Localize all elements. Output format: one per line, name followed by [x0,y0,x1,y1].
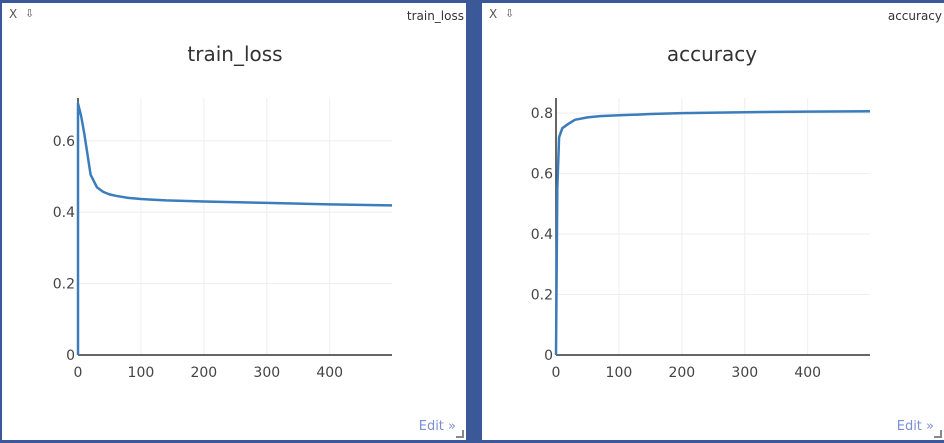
series-line [76,102,393,355]
chart-title: train_loss [187,42,282,66]
accuracy-pane: X ⇩ accuracy accuracy 0 100 200 300 400 0 0.2 0.… [482,3,944,440]
resize-handle[interactable] [456,430,464,438]
train-loss-chart: train_loss 0 100 200 300 400 0 0.2 0.4 0.6 [53,42,393,381]
y-tick-label: 0.4 [531,227,553,243]
edit-link[interactable]: Edit » [896,419,934,434]
y-tick-label: 0 [66,348,75,364]
pane-name: train_loss [406,9,464,23]
y-tick-label: 0.6 [53,134,75,150]
x-tick-label: 300 [253,365,280,381]
x-tick-label: 100 [606,365,633,381]
download-icon[interactable]: ⇩ [505,7,515,20]
x-tick-label: 0 [552,365,561,381]
y-tick-label: 0.2 [53,277,75,293]
train-loss-pane: X ⇩ train_loss train_loss 0 100 200 300 400 0 0… [2,3,466,440]
y-tick-label: 0.4 [53,205,75,221]
x-tick-label: 300 [731,365,758,381]
x-tick-label: 200 [190,365,217,381]
y-tick-label: 0.2 [531,288,553,304]
resize-handle[interactable] [934,430,942,438]
accuracy-chart: accuracy 0 100 200 300 400 0 0.2 0.4 0.6 0.8 [531,42,871,381]
x-tick-label: 400 [316,365,343,381]
y-tick-label: 0 [544,348,553,364]
x-tick-label: 200 [668,365,695,381]
x-tick-label: 100 [128,365,155,381]
x-tick-label: 400 [794,365,821,381]
edit-link[interactable]: Edit » [418,419,456,434]
chart-title: accuracy [667,42,757,66]
close-icon[interactable]: X [9,7,18,21]
series-line [554,110,871,356]
y-tick-label: 0.8 [531,106,553,122]
x-tick-label: 0 [74,365,83,381]
pane-name: accuracy [887,9,942,23]
close-icon[interactable]: X [489,7,498,21]
download-icon[interactable]: ⇩ [25,7,35,20]
y-tick-label: 0.6 [531,167,553,183]
